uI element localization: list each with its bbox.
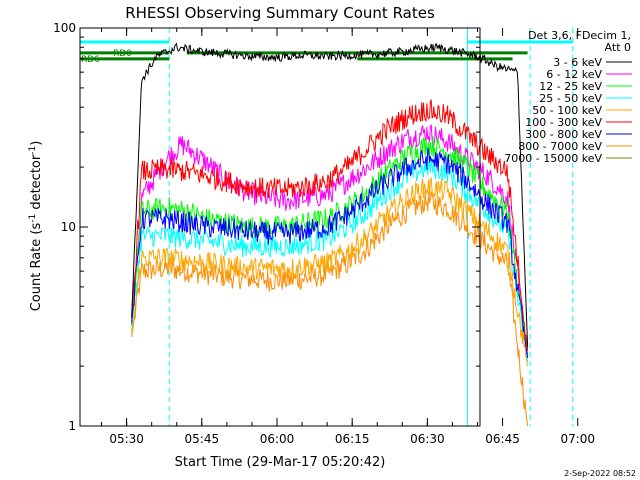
marker-label: RD6 bbox=[81, 55, 100, 65]
y-axis-label: Count Rate (s-1 detector-1) bbox=[28, 141, 44, 312]
y-tick-label: 100 bbox=[53, 21, 76, 35]
x-tick-label: 06:45 bbox=[485, 432, 520, 446]
x-tick-label: 06:15 bbox=[335, 432, 370, 446]
y-axis-label-sup: -1 bbox=[28, 214, 38, 223]
legend-title-line: Att 0 bbox=[605, 41, 631, 54]
y-tick-label: 10 bbox=[61, 220, 76, 234]
chart-title: RHESSI Observing Summary Count Rates bbox=[125, 4, 435, 22]
data-layer: RD0 RD6 bbox=[80, 28, 573, 426]
x-tick-label: 06:30 bbox=[410, 432, 445, 446]
marker-label: RD0 bbox=[113, 49, 132, 59]
y-axis-label-part: detector bbox=[29, 154, 44, 214]
x-tick-label: 06:00 bbox=[260, 432, 295, 446]
x-axis-label: Start Time (29-Mar-17 05:20:42) bbox=[175, 455, 386, 470]
legend-item-label: 7000 - 15000 keV bbox=[504, 152, 602, 165]
timestamp: 2-Sep-2022 08:52 bbox=[564, 469, 636, 478]
x-tick-label: 05:30 bbox=[109, 432, 144, 446]
y-axis-label-part: ) bbox=[29, 141, 44, 146]
y-axis-label-part: Count Rate (s bbox=[29, 223, 44, 312]
y-axis-label-sup: -1 bbox=[28, 146, 38, 155]
x-tick-label: 05:45 bbox=[185, 432, 220, 446]
x-tick-label: 07:00 bbox=[560, 432, 595, 446]
y-tick-label: 1 bbox=[68, 419, 76, 433]
